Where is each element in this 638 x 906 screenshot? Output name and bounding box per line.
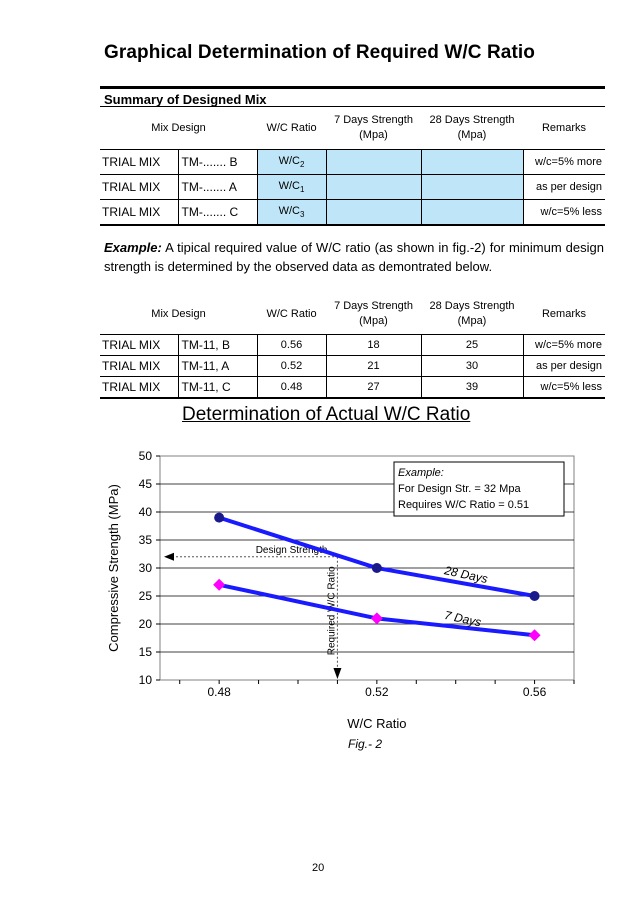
chart-title: Determination of Actual W/C Ratio: [182, 404, 471, 425]
row-wc-ratio: 0.48: [256, 376, 326, 399]
data-point: [529, 591, 540, 601]
row-label: TRIAL MIX: [100, 334, 178, 356]
row-28-days-strength: [420, 174, 523, 200]
row-7-days-strength: 27: [325, 376, 421, 399]
row-remarks: w/c=5% less: [522, 199, 605, 226]
y-tick-label: 15: [139, 645, 153, 659]
table-header-row: Mix Design W/C Ratio 7 Days Strength (Mpa…: [100, 294, 605, 335]
header-wc-ratio: W/C Ratio: [257, 107, 326, 150]
header-wc-ratio: W/C Ratio: [257, 294, 326, 335]
page-title: Graphical Determination of Required W/C …: [104, 42, 535, 63]
row-wc-ratio: 0.56: [256, 334, 326, 356]
data-point: [214, 512, 225, 523]
y-tick-label: 20: [139, 617, 153, 631]
strength-vs-wc-chart: 10 15 20 25 30 35 40 45 50 0.48 0.52 0.56 W/C Ratio C…: [106, 449, 575, 731]
y-tick-label: 45: [139, 477, 153, 491]
data-point: [371, 563, 382, 573]
row-wc-ratio: 0.52: [256, 355, 326, 377]
row-28-days-strength: 25: [420, 334, 523, 356]
design-strength-arrow-icon: [164, 552, 174, 561]
table-header-row: Mix Design W/C Ratio 7 Days Strength (Mpa…: [100, 107, 605, 150]
example-data-table: Mix Design W/C Ratio 7 Days Strength (Mpa…: [100, 294, 605, 399]
page-number: 20: [312, 862, 325, 874]
row-wc-ratio: W/C3: [256, 199, 326, 226]
header-mix-design: Mix Design: [100, 107, 257, 150]
y-tick-label: 10: [139, 673, 153, 687]
table-row: TRIAL MIX TM-11, C 0.48 27 39 w/c=5% les…: [100, 376, 605, 399]
example-text: A tipical required value of W/C ratio (a…: [104, 240, 604, 274]
data-point: [528, 629, 541, 642]
row-28-days-strength: [420, 149, 523, 175]
y-axis-label: Compressive Strength (MPa): [106, 484, 121, 652]
table-row: TRIAL MIX TM-....... A W/C1 as per desig…: [100, 174, 605, 200]
y-tick-label: 50: [139, 449, 153, 463]
x-tick-label: 0.48: [207, 685, 231, 699]
example-box-line: Requires W/C Ratio = 0.51: [398, 499, 529, 511]
row-wc-ratio: W/C2: [256, 149, 326, 175]
table-row: TRIAL MIX TM-....... C W/C3 w/c=5% less: [100, 199, 605, 226]
row-remarks: w/c=5% less: [522, 376, 605, 399]
section-heading: Summary of Designed Mix: [104, 92, 267, 107]
header-7-days-strength: 7 Days Strength (Mpa): [326, 107, 421, 150]
row-mix-id: TM-11, B: [177, 334, 257, 356]
header-7-days-strength: 7 Days Strength (Mpa): [326, 294, 421, 335]
row-remarks: as per design: [522, 174, 605, 200]
row-label: TRIAL MIX: [100, 149, 178, 175]
row-remarks: w/c=5% more: [522, 149, 605, 175]
row-28-days-strength: 30: [420, 355, 523, 377]
example-lead: Example:: [104, 240, 162, 255]
row-remarks: as per design: [522, 355, 605, 377]
table-row: TRIAL MIX TM-....... B W/C2 w/c=5% more: [100, 149, 605, 175]
section-top-rule: [100, 86, 605, 89]
row-mix-id: TM-11, A: [177, 355, 257, 377]
header-mix-design: Mix Design: [100, 294, 257, 335]
row-mix-id: TM-11, C: [177, 376, 257, 399]
x-tick-label: 0.52: [365, 685, 389, 699]
row-7-days-strength: [325, 199, 421, 226]
header-28-days-strength: 28 Days Strength (Mpa): [421, 107, 523, 150]
row-7-days-strength: [325, 174, 421, 200]
row-wc-ratio: W/C1: [256, 174, 326, 200]
row-mix-id: TM-....... B: [177, 149, 257, 175]
required-wc-arrow-icon: [333, 668, 342, 679]
data-point: [370, 612, 383, 625]
row-label: TRIAL MIX: [100, 199, 178, 226]
row-label: TRIAL MIX: [100, 355, 178, 377]
y-tick-label: 25: [139, 589, 153, 603]
row-28-days-strength: [420, 199, 523, 226]
example-box-line: Example:: [398, 467, 444, 479]
row-7-days-strength: 21: [325, 355, 421, 377]
row-remarks: w/c=5% more: [522, 334, 605, 356]
row-label: TRIAL MIX: [100, 174, 178, 200]
row-mix-id: TM-....... C: [177, 199, 257, 226]
example-box: [393, 461, 565, 517]
row-mix-id: TM-....... A: [177, 174, 257, 200]
table-row: TRIAL MIX TM-11, A 0.52 21 30 as per des…: [100, 355, 605, 377]
x-tick-label: 0.56: [523, 685, 547, 699]
header-remarks: Remarks: [523, 107, 605, 150]
x-axis-label: W/C Ratio: [347, 716, 406, 731]
header-28-days-strength: 28 Days Strength (Mpa): [421, 294, 523, 335]
example-box-line: For Design Str. = 32 Mpa: [398, 483, 521, 495]
header-remarks: Remarks: [523, 294, 605, 335]
figure-caption: Fig.- 2: [348, 737, 383, 751]
section-heading-rule: [100, 106, 605, 107]
y-tick-label: 30: [139, 561, 153, 575]
row-7-days-strength: [325, 149, 421, 175]
y-tick-label: 40: [139, 505, 153, 519]
row-7-days-strength: 18: [325, 334, 421, 356]
table-row: TRIAL MIX TM-11, B 0.56 18 25 w/c=5% mor…: [100, 334, 605, 356]
summary-table-template: Mix Design W/C Ratio 7 Days Strength (Mpa…: [100, 107, 605, 226]
row-28-days-strength: 39: [420, 376, 523, 399]
data-point: [213, 578, 226, 591]
y-tick-label: 35: [139, 533, 153, 547]
row-label: TRIAL MIX: [100, 376, 178, 399]
design-strength-label: Design Strength: [256, 545, 328, 556]
example-paragraph: Example: A tipical required value of W/C…: [104, 238, 604, 276]
